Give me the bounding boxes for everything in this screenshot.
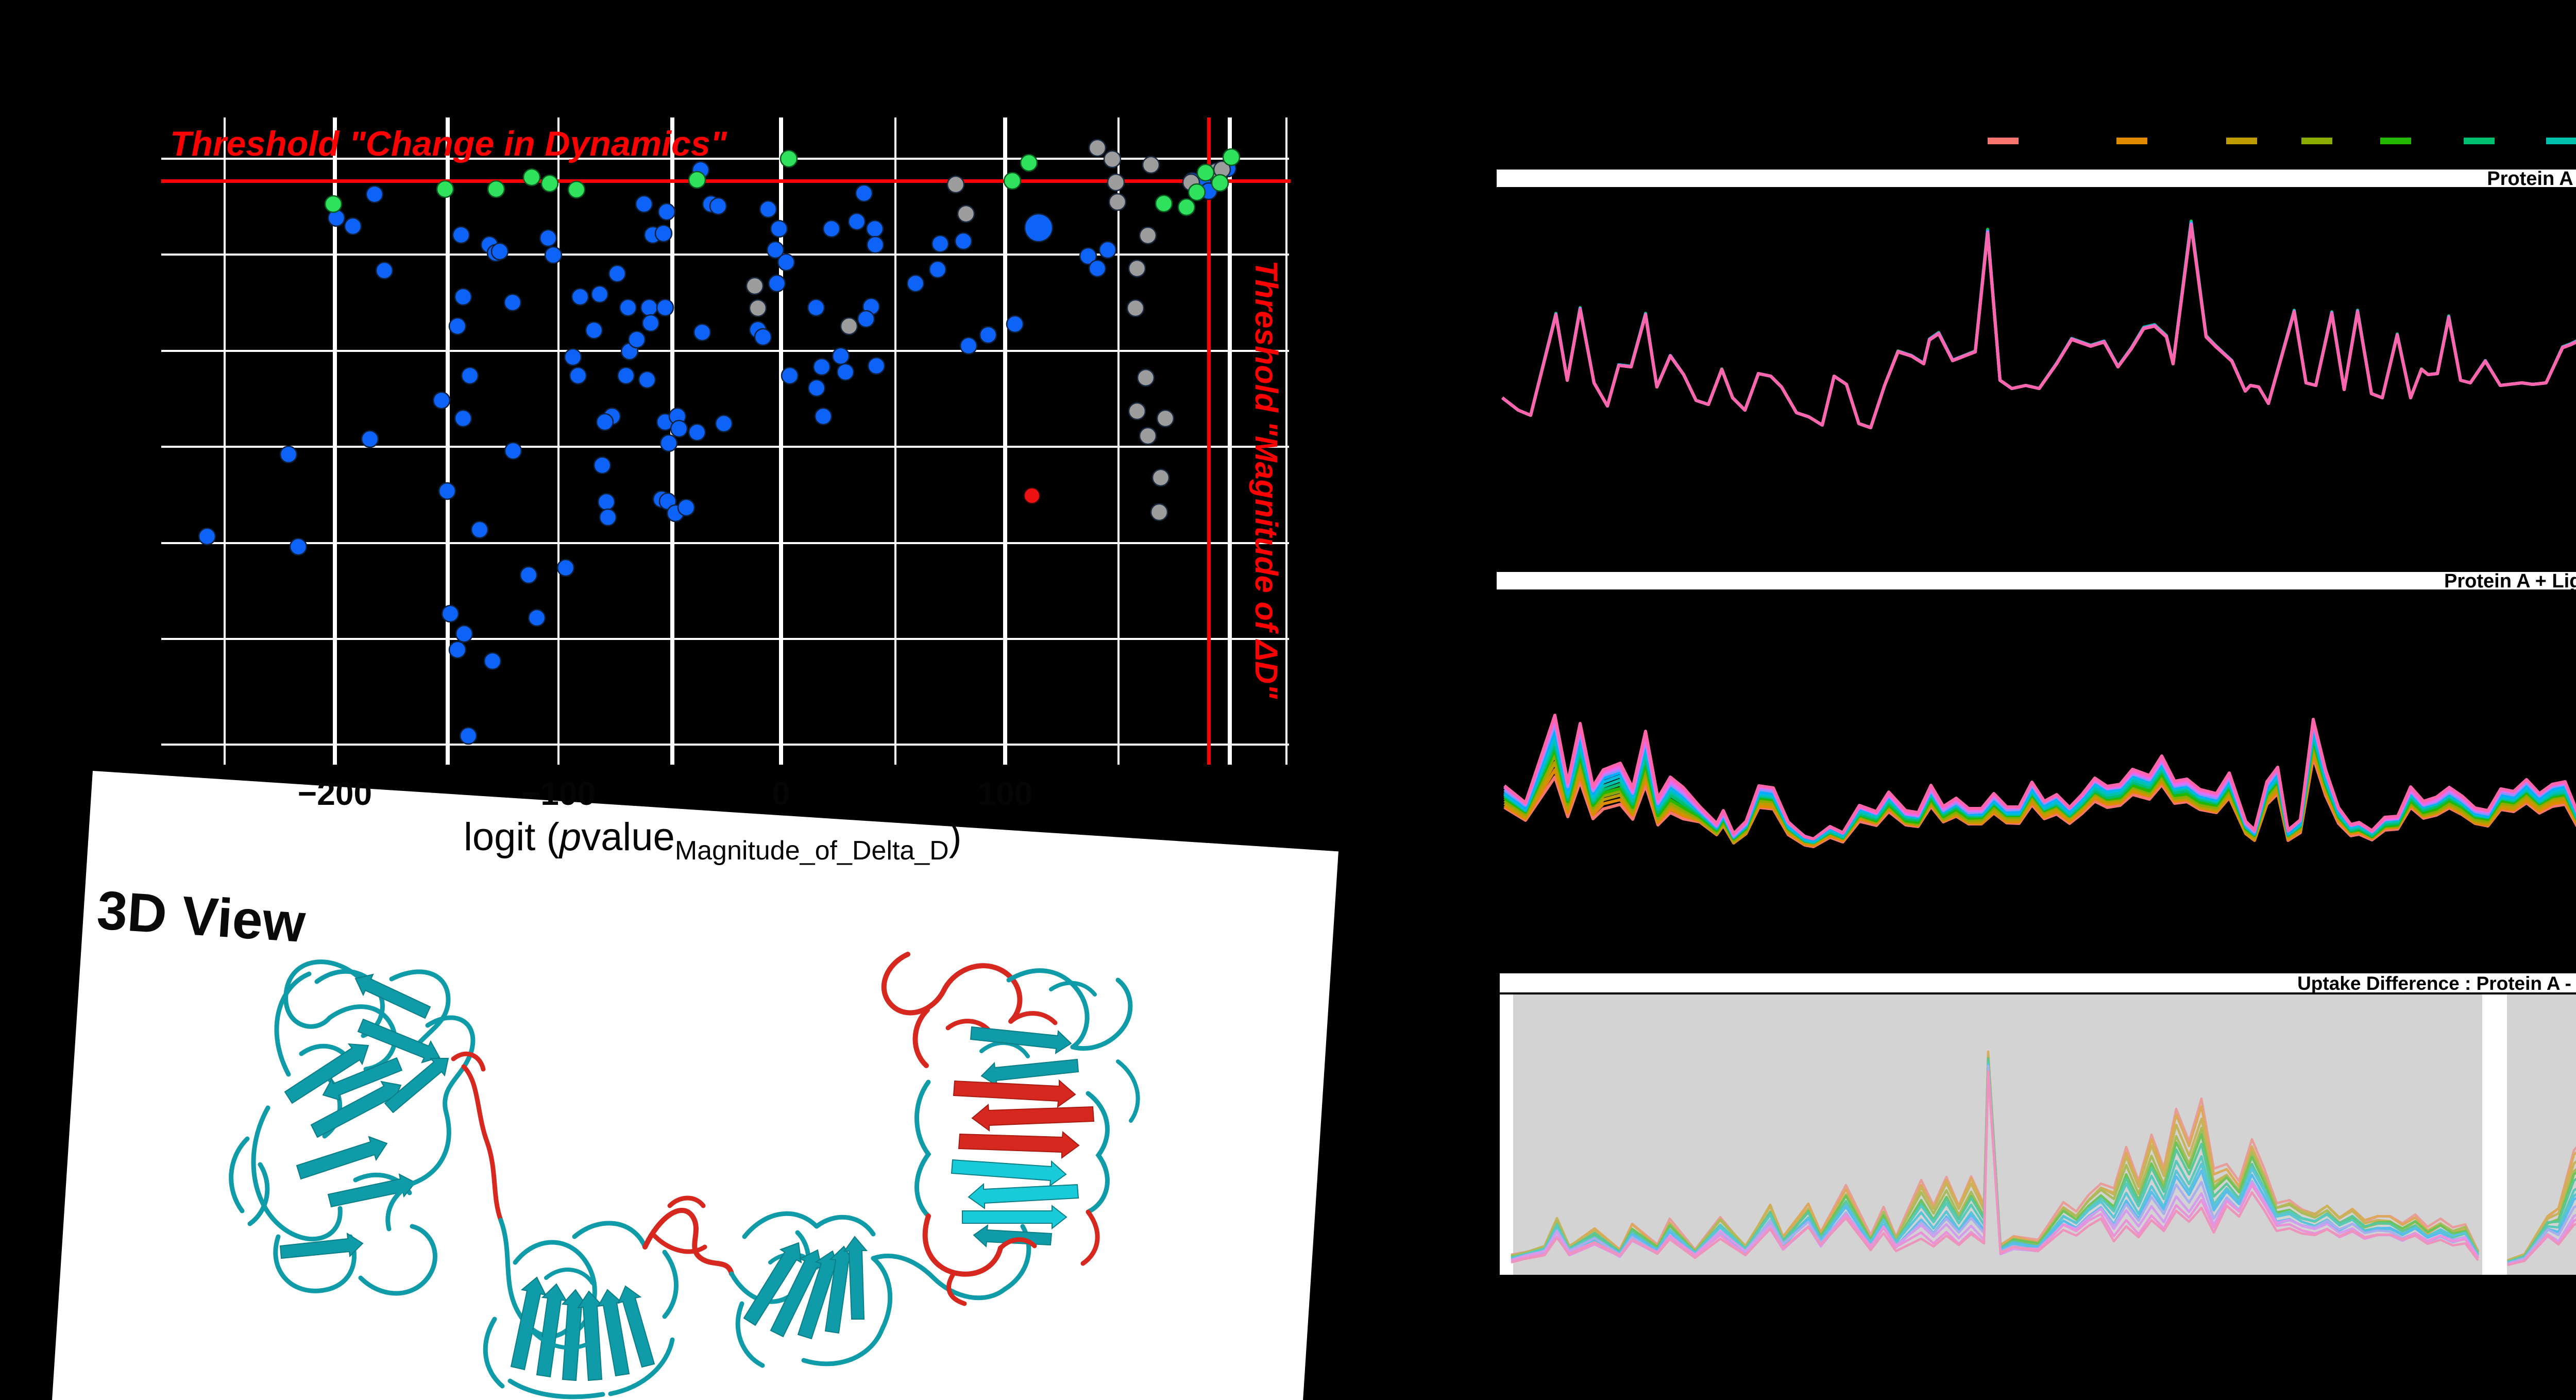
svg-text:Threshold "Change in Dynamics": Threshold "Change in Dynamics" <box>170 124 727 163</box>
svg-text:Threshold "Magnitude of ΔD": Threshold "Magnitude of ΔD" <box>1249 260 1284 699</box>
svg-text:0: 0 <box>772 775 790 812</box>
svg-text:Protein A: Protein A <box>2487 168 2573 190</box>
svg-text:3D View: 3D View <box>95 880 308 954</box>
svg-text:−100: −100 <box>521 775 596 812</box>
svg-text:Protein A + Ligand: Protein A + Ligand <box>2444 570 2576 592</box>
svg-text:Uptake Difference : Protein A: Uptake Difference : Protein A - (Protein… <box>2297 973 2576 994</box>
svg-text:100: 100 <box>978 775 1033 812</box>
svg-text:−200: −200 <box>298 775 372 812</box>
